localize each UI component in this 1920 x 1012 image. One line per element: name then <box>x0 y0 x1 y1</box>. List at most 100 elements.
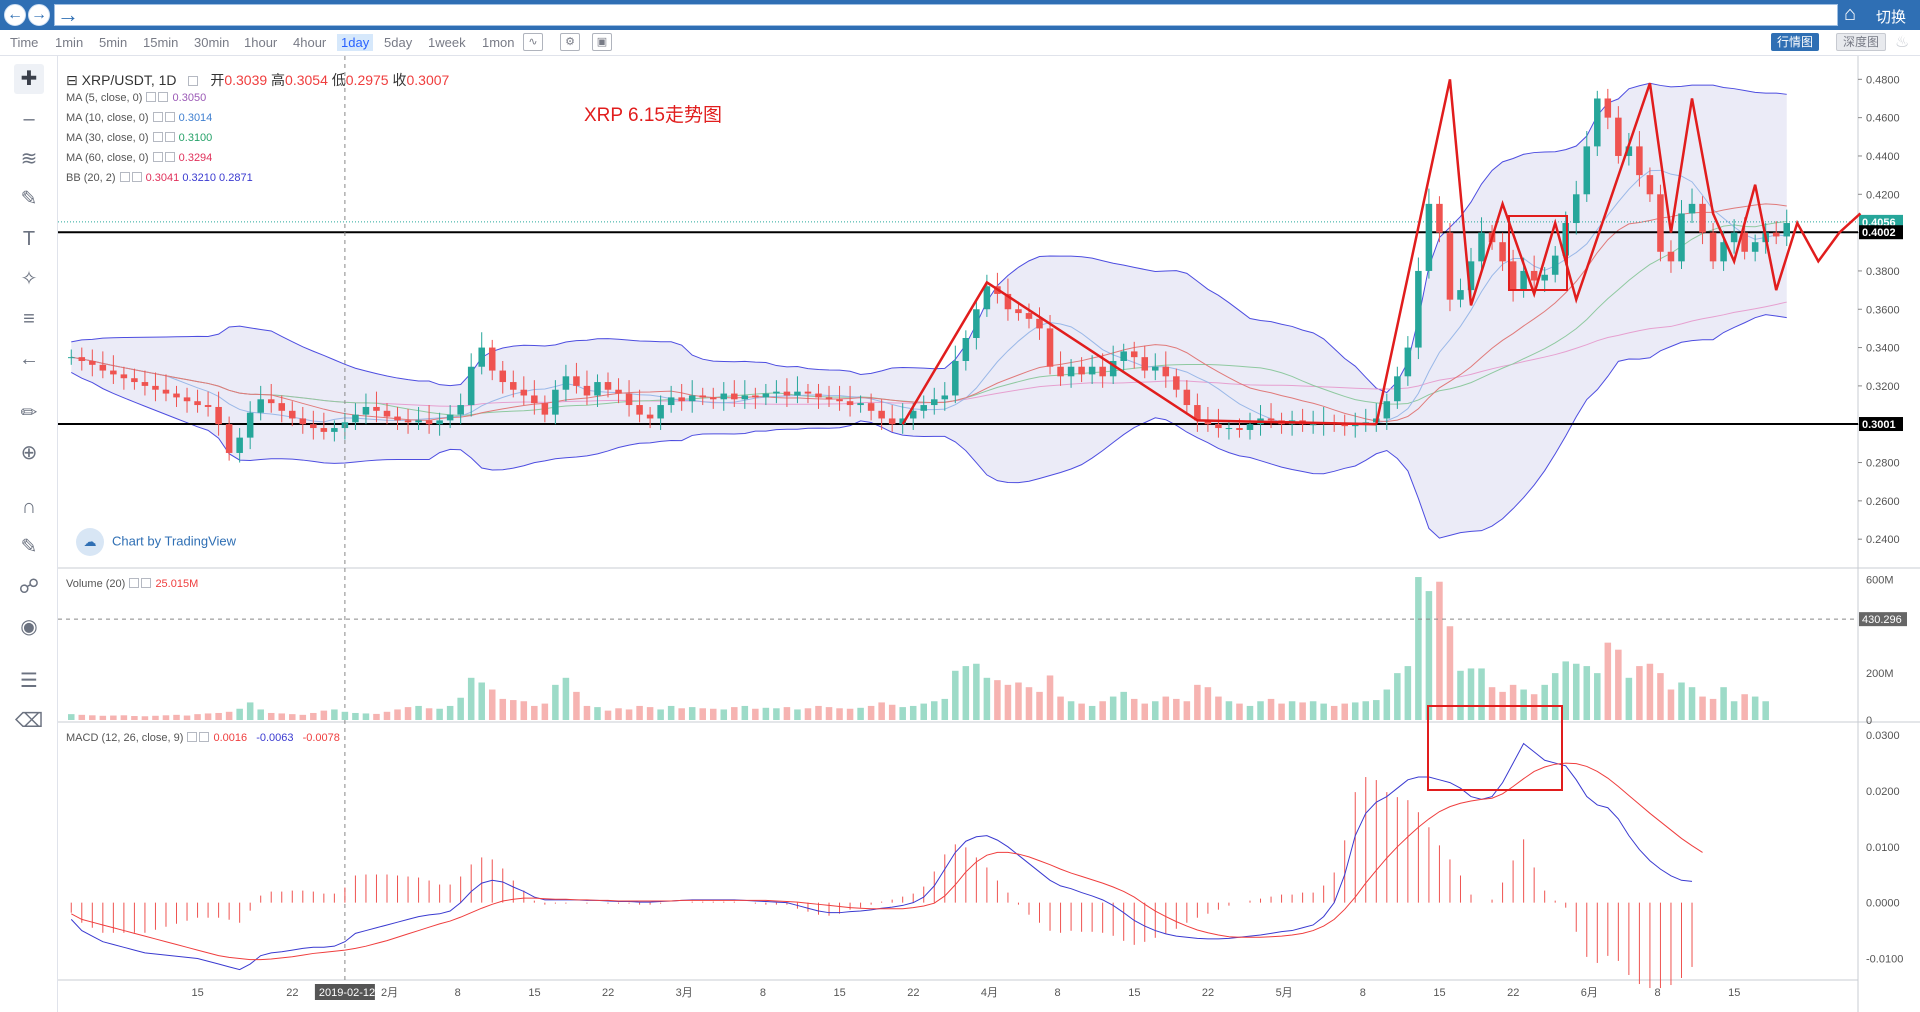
settings-small-icon[interactable] <box>119 172 130 182</box>
forward-arrow-icon[interactable]: → <box>28 4 50 26</box>
timeframe-1day[interactable]: 1day <box>337 34 374 51</box>
close-small-icon[interactable] <box>158 92 169 102</box>
go-arrow-icon[interactable]: → <box>57 2 79 27</box>
candle-body <box>962 337 970 361</box>
flame-icon[interactable]: ♨ <box>1895 34 1910 51</box>
close-small-icon[interactable] <box>164 152 175 162</box>
timeframe-4hour[interactable]: 4hour <box>293 35 327 50</box>
close-small-icon[interactable] <box>199 732 210 742</box>
indicator-value: 0.2871 <box>219 172 253 184</box>
brush-icon[interactable]: ✎ <box>20 188 38 210</box>
timeframe-30min[interactable]: 30min <box>194 35 230 50</box>
layers-icon[interactable]: ☰ <box>20 670 38 692</box>
pattern-icon[interactable]: ✧ <box>20 268 38 290</box>
candle-body <box>1078 366 1085 375</box>
time-tick-label: 2月 <box>381 987 398 999</box>
volume-bar <box>531 705 538 720</box>
candle-body <box>1025 313 1033 319</box>
volume-bar <box>394 709 401 720</box>
annotation-wave-path <box>1375 79 1862 425</box>
candle-body <box>1141 357 1149 371</box>
candle-body <box>1004 293 1012 310</box>
timeframe-1hour[interactable]: 1hour <box>244 35 278 50</box>
timeframe-1min[interactable]: 1min <box>55 35 84 50</box>
eye-icon[interactable]: ◉ <box>20 616 38 638</box>
time-tick-label: 22 <box>1202 987 1214 999</box>
zoom-icon[interactable]: ⊕ <box>20 442 38 464</box>
macd-line <box>70 742 1693 971</box>
close-small-icon[interactable] <box>131 172 142 182</box>
ruler-icon[interactable]: ✏ <box>20 402 38 424</box>
lock-drawing-icon[interactable]: ✎ <box>20 536 38 558</box>
candle-body <box>867 403 875 411</box>
settings-small-icon[interactable] <box>129 578 140 588</box>
timeframe-15min[interactable]: 15min <box>143 35 179 50</box>
close-small-icon[interactable] <box>141 578 152 588</box>
settings-icon[interactable]: ⚙ <box>560 33 580 51</box>
price-chart[interactable]: 0.24000.26000.28000.30000.32000.34000.36… <box>58 56 1920 1012</box>
volume-bar <box>636 705 643 720</box>
back-icon[interactable]: ← <box>19 348 39 370</box>
timeframe-5min[interactable]: 5min <box>99 35 128 50</box>
volume-bar <box>573 691 580 720</box>
volume-bar <box>773 708 780 720</box>
macd-tick-label: 0.0200 <box>1866 786 1900 798</box>
price-tick-label: 0.2800 <box>1866 458 1900 470</box>
timeframe-time[interactable]: Time <box>10 35 39 50</box>
time-tick-label: 3月 <box>676 987 693 999</box>
switch-button[interactable]: 切换 <box>1876 9 1907 26</box>
chart-view-button[interactable]: 行情图 <box>1771 33 1820 51</box>
candle-body <box>1615 117 1622 156</box>
candle-body <box>110 370 117 375</box>
volume-bar <box>499 698 507 720</box>
volume-bar <box>878 702 885 720</box>
settings-small-icon[interactable] <box>152 152 163 162</box>
text-icon[interactable]: T <box>22 228 36 250</box>
volume-bar <box>478 682 485 720</box>
collapse-icon[interactable]: ⊟ <box>66 72 78 88</box>
trash-icon[interactable]: ⌫ <box>14 710 44 732</box>
chart-toolbar: Time 1min 5min 15min 30min 1hour 4hour 1… <box>0 30 1920 56</box>
settings-small-icon[interactable] <box>146 92 157 102</box>
candle-body <box>352 414 359 423</box>
time-tick-label: 22 <box>602 987 614 999</box>
candle-body <box>531 395 538 404</box>
volume-bar <box>204 713 212 720</box>
candle-body <box>289 410 296 419</box>
timeframe-1week[interactable]: 1week <box>428 35 466 50</box>
settings-small-icon[interactable] <box>187 732 198 742</box>
settings-small-icon[interactable] <box>152 112 163 122</box>
timeframe-1mon[interactable]: 1mon <box>482 35 515 50</box>
back-arrow-icon[interactable]: ← <box>4 4 26 26</box>
close-small-icon[interactable] <box>164 112 175 122</box>
volume-bar <box>278 713 286 720</box>
candle-body <box>1594 98 1601 147</box>
lock-icon[interactable]: ☍ <box>18 576 40 598</box>
indicator-legend: MA (30, close, 0) 0.3100 <box>66 132 212 144</box>
chart-style-icon[interactable]: ∿ <box>523 33 543 51</box>
settings-small-icon[interactable] <box>188 76 199 86</box>
depth-view-button[interactable]: 深度图 <box>1836 33 1887 51</box>
volume-bar <box>1636 666 1643 720</box>
trend-line-icon[interactable]: – <box>23 108 35 130</box>
volume-bar <box>152 715 159 720</box>
settings-small-icon[interactable] <box>152 132 163 142</box>
candle-body <box>1236 428 1243 430</box>
fib-icon[interactable]: ≋ <box>20 148 38 170</box>
volume-bar <box>646 707 654 720</box>
close-small-icon[interactable] <box>164 132 175 142</box>
timeframe-5day[interactable]: 5day <box>384 35 413 50</box>
prediction-icon[interactable]: ≡ <box>23 308 35 330</box>
magnet-icon[interactable]: ∩ <box>21 496 37 518</box>
volume-bar <box>99 715 107 720</box>
home-icon[interactable]: ⌂ <box>1844 3 1857 25</box>
candle-body <box>1520 270 1527 291</box>
address-bar[interactable]: → <box>54 2 1838 27</box>
screenshot-icon[interactable]: ▣ <box>592 33 612 51</box>
candle-body <box>362 406 370 415</box>
volume-bar <box>510 700 517 720</box>
candle-body <box>194 401 201 406</box>
signal-line <box>71 762 1703 961</box>
time-tick-label: 15 <box>1433 987 1445 999</box>
crosshair-icon[interactable]: ✚ <box>14 64 44 94</box>
